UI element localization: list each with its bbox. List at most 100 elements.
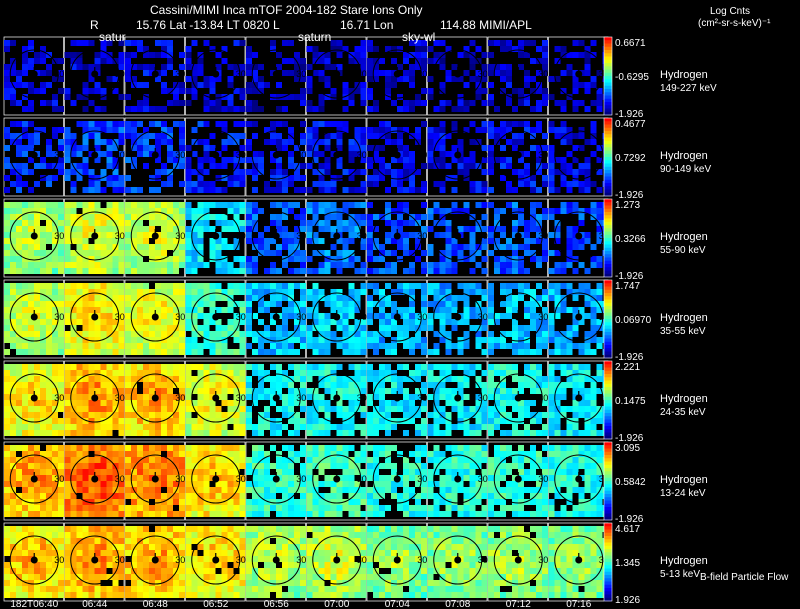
count-pixel [125,250,131,256]
count-pixel [143,133,149,139]
count-pixel [106,40,113,46]
count-pixel [137,319,143,325]
range-ring [130,49,180,99]
count-pixel [94,331,101,337]
count-pixel [179,481,185,487]
count-pixel [100,169,107,175]
count-pixel [52,262,58,268]
count-pixel [318,151,325,157]
count-pixel [385,388,391,394]
count-pixel [137,343,143,349]
count-pixel [10,214,16,220]
count-pixel [288,307,294,313]
count-pixel [106,424,113,430]
count-pixel [403,208,409,214]
count-pixel [94,145,101,151]
count-pixel [264,418,270,424]
count-pixel [488,145,494,151]
count-pixel [239,220,246,226]
colorbar-frame [603,360,613,440]
count-pixel [82,145,89,151]
count-pixel [506,430,512,436]
count-pixel [118,250,125,256]
count-pixel [52,250,58,256]
count-pixel [252,400,258,406]
count-pixel [252,64,258,70]
count-pixel [28,58,34,64]
count-pixel [46,364,52,370]
count-pixel [572,82,579,88]
count-pixel [451,202,458,208]
count-pixel [385,232,391,238]
count-pixel [560,175,567,181]
count-pixel [16,475,22,481]
count-pixel [463,100,470,106]
count-pixel [94,202,101,208]
count-pixel [82,220,89,226]
count-pixel [500,430,506,436]
count-pixel [360,325,367,331]
count-pixel [58,376,64,382]
count-pixel [16,244,22,250]
count-pixel [52,295,58,301]
count-pixel [100,313,107,319]
count-pixel [233,88,240,94]
count-pixel [100,457,107,463]
count-pixel [82,424,89,430]
count-pixel [131,505,137,511]
count-pixel [197,82,204,88]
count-pixel [125,343,131,349]
count-pixel [106,511,113,517]
count-pixel [40,364,46,370]
count-pixel [70,493,77,499]
count-pixel [506,412,512,418]
count-pixel [469,283,476,289]
count-pixel [463,301,470,307]
count-pixel [373,133,379,139]
count-pixel [112,475,119,481]
count-pixel [191,418,198,424]
count-pixel [221,46,228,52]
count-pixel [258,301,264,307]
count-pixel [221,175,228,181]
count-pixel [427,133,434,139]
count-pixel [88,262,95,268]
count-pixel [100,106,107,112]
count-pixel [348,289,355,295]
count-pixel [203,394,210,400]
count-pixel [252,100,258,106]
count-pixel [155,250,161,256]
count-pixel [203,430,210,436]
count-pixel [94,82,101,88]
count-pixel [385,214,391,220]
colorbar-segment [604,40,612,44]
count-pixel [149,64,155,70]
count-pixel [530,88,536,94]
count-pixel [118,406,125,412]
count-pixel [306,127,313,133]
count-pixel [88,220,95,226]
count-pixel [385,331,391,337]
count-pixel [258,238,264,244]
count-pixel [554,76,561,82]
count-pixel [197,220,204,226]
count-pixel [88,325,95,331]
count-pixel [125,331,131,337]
count-pixel [131,343,137,349]
count-pixel [560,106,567,112]
count-pixel [373,145,379,151]
count-pixel [100,337,107,343]
count-pixel [100,88,107,94]
count-pixel [270,157,276,163]
count-pixel [52,106,58,112]
count-pixel [342,412,349,418]
count-pixel [4,157,10,163]
count-pixel [88,295,95,301]
colorbar-segment [604,215,612,219]
count-pixel [149,412,155,418]
count-pixel [246,82,252,88]
count-pixel [488,151,494,157]
count-pixel [137,481,143,487]
count-pixel [300,382,306,388]
count-pixel [445,301,452,307]
